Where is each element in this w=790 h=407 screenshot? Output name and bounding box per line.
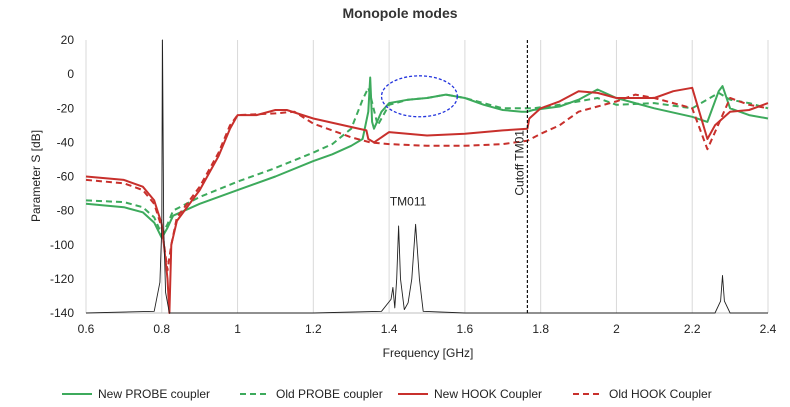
- y-tick-label: -120: [50, 272, 74, 286]
- y-tick-label: 0: [67, 67, 74, 81]
- x-tick-label: 1.8: [532, 322, 549, 336]
- y-tick-label: -80: [57, 204, 75, 218]
- cutoff-annotation: Cutoff TM01: [513, 130, 527, 196]
- x-tick-label: 2: [613, 322, 620, 336]
- legend-label-old-probe-coupler: Old PROBE coupler: [276, 387, 383, 401]
- x-tick-label: 2.2: [684, 322, 701, 336]
- y-tick-label: -100: [50, 238, 74, 252]
- legend-label-new-probe-coupler: New PROBE coupler: [98, 387, 210, 401]
- series-line-resonance-spectrum: [85, 39, 768, 314]
- series-line-new-hook-coupler: [85, 86, 769, 314]
- chart-legend: New PROBE coupler Old PROBE coupler New HO…: [62, 387, 712, 401]
- annotation-layer: TM011 Cutoff TM01: [380, 40, 529, 313]
- x-tick-label: 2.4: [760, 322, 777, 336]
- x-tick-label: 1.6: [457, 322, 474, 336]
- legend-label-old-hook-coupler: Old HOOK Coupler: [609, 387, 712, 401]
- legend-label-new-hook-coupler: New HOOK Coupler: [434, 387, 542, 401]
- y-axis-label: Parameter S [dB]: [29, 130, 43, 222]
- x-tick-label: 1.4: [381, 322, 398, 336]
- chart-title: Monopole modes: [342, 5, 457, 21]
- chart-axes: 0.6 0.8 1 1.2 1.4 1.6 1.8 2 2.2 2.4 20 0 -20 -40 -60 -8…: [50, 33, 777, 336]
- y-tick-label: -140: [50, 306, 74, 320]
- y-tick-label: 20: [61, 33, 75, 47]
- x-tick-label: 1: [234, 322, 241, 336]
- y-tick-label: -20: [57, 101, 75, 115]
- x-tick-label: 0.6: [78, 322, 95, 336]
- mode-annotation: TM011: [390, 195, 427, 209]
- series-line-old-probe-coupler: [85, 86, 769, 236]
- series-line-old-hook-coupler: [85, 93, 769, 272]
- x-tick-label: 0.8: [153, 322, 170, 336]
- y-tick-label: -40: [57, 135, 75, 149]
- chart-grid: [85, 40, 769, 313]
- x-axis-label: Frequency [GHz]: [383, 346, 474, 360]
- series-layer: [85, 39, 769, 314]
- highlight-ellipse: [380, 75, 458, 118]
- y-tick-label: -60: [57, 170, 75, 184]
- x-tick-label: 1.2: [305, 322, 322, 336]
